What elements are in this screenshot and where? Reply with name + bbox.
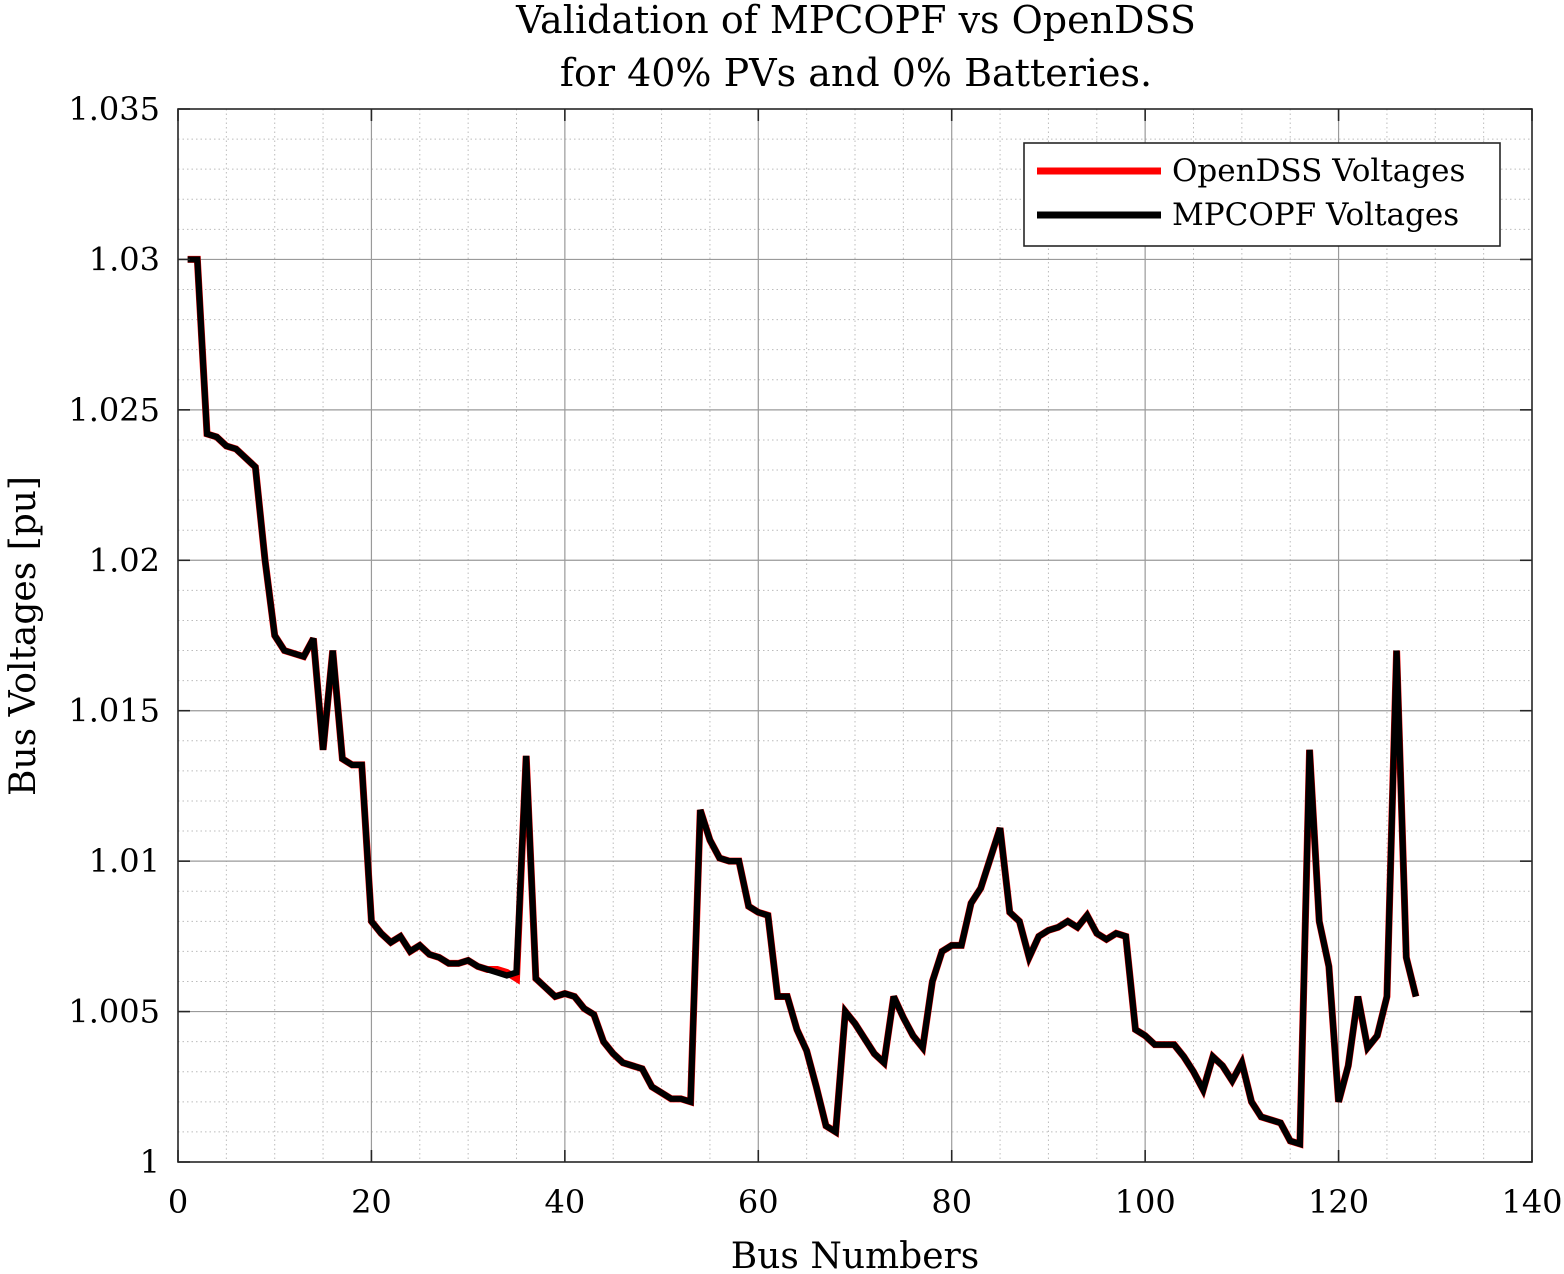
x-tick-label: 140 xyxy=(1501,1183,1562,1221)
y-axis-label: Bus Voltages [pu] xyxy=(3,476,44,796)
y-tick-label: 1.02 xyxy=(89,541,160,579)
legend-box xyxy=(1023,142,1501,247)
legend: OpenDSS Voltages MPCOPF Voltages xyxy=(1023,142,1501,247)
x-tick-label: 100 xyxy=(1115,1183,1176,1221)
axis-ticks xyxy=(177,108,1533,1163)
chart-title-line-1: Validation of MPCOPF vs OpenDSS xyxy=(515,0,1196,42)
x-axis-label: Bus Numbers xyxy=(731,1236,979,1274)
chart-title-line-2: for 40% PVs and 0% Batteries. xyxy=(560,51,1152,95)
y-tick-label: 1.015 xyxy=(68,692,160,730)
y-tick-label: 1.01 xyxy=(89,842,160,880)
series-layer xyxy=(187,255,1420,1149)
x-tick-label: 20 xyxy=(351,1183,392,1221)
plot-area-border xyxy=(177,108,1533,1163)
x-tick-label: 0 xyxy=(168,1183,188,1221)
x-tick-label: 80 xyxy=(931,1183,972,1221)
x-tick-label: 40 xyxy=(544,1183,585,1221)
legend-label-opendss: OpenDSS Voltages xyxy=(1172,153,1465,189)
y-tick-label: 1.005 xyxy=(68,993,160,1031)
x-tick-label: 120 xyxy=(1308,1183,1369,1221)
x-tick-labels: 0 20 40 60 80 100 120 140 xyxy=(168,1183,1563,1221)
y-tick-label: 1.035 xyxy=(68,90,160,128)
legend-label-mpcopf: MPCOPF Voltages xyxy=(1172,197,1459,233)
series-line-mpcopf xyxy=(187,256,1419,1149)
y-tick-label: 1.025 xyxy=(68,391,160,429)
y-tick-label: 1 xyxy=(140,1143,160,1181)
minor-grid xyxy=(178,109,1532,1162)
y-tick-label: 1.03 xyxy=(89,240,160,278)
y-tick-labels: 1 1.005 1.01 1.015 1.02 1.025 1.03 1.035 xyxy=(68,90,160,1181)
x-tick-label: 60 xyxy=(738,1183,779,1221)
